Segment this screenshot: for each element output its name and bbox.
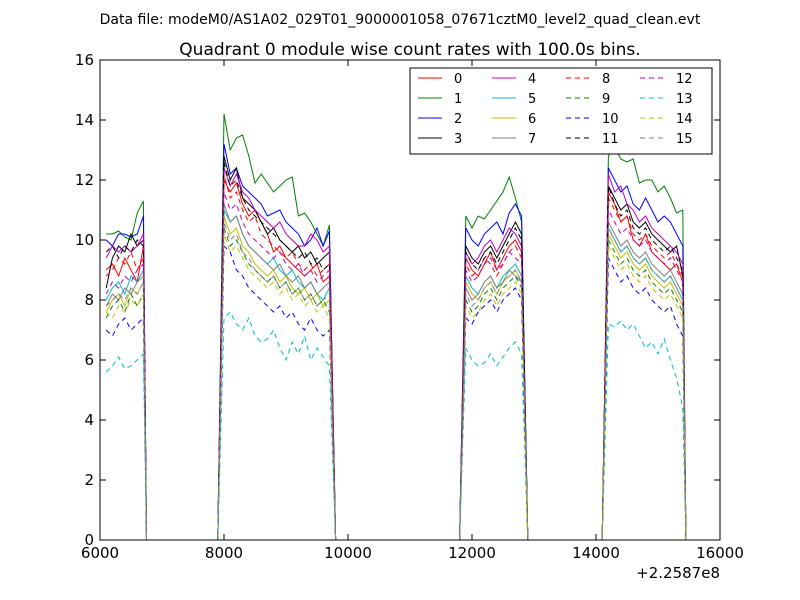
y-tick-label: 10 — [75, 231, 94, 249]
y-tick-label: 6 — [84, 351, 94, 369]
y-tick-label: 0 — [84, 531, 94, 549]
x-tick-label: 16000 — [696, 544, 744, 562]
legend-label-1: 1 — [454, 92, 462, 107]
series-line-14 — [105, 233, 687, 540]
series-line-9 — [105, 227, 687, 540]
legend-label-4: 4 — [528, 72, 536, 87]
legend-label-15: 15 — [676, 132, 693, 147]
series-line-10 — [105, 244, 687, 540]
series-line-7 — [105, 203, 687, 540]
legend-label-11: 11 — [602, 132, 619, 147]
y-tick-label: 4 — [84, 411, 94, 429]
legend-label-9: 9 — [602, 92, 610, 107]
legend-label-0: 0 — [454, 72, 462, 87]
y-tick-label: 16 — [75, 51, 94, 69]
x-tick-label: 8000 — [205, 544, 243, 562]
x-tick-label: 10000 — [324, 544, 372, 562]
series-line-5 — [105, 209, 687, 540]
y-tick-label: 8 — [84, 291, 94, 309]
x-tick-label: 12000 — [448, 544, 496, 562]
legend-label-6: 6 — [528, 112, 536, 127]
y-tick-label: 2 — [84, 471, 94, 489]
axis-layer: 6000 8000 10000 12000 14000 16000024681012141… — [75, 51, 744, 562]
series-line-4 — [105, 167, 687, 540]
x-tick-label: 14000 — [572, 544, 620, 562]
series-line-3 — [105, 155, 687, 540]
series-layer — [105, 113, 687, 540]
legend-label-10: 10 — [602, 112, 619, 127]
legend-label-5: 5 — [528, 92, 536, 107]
series-line-8 — [105, 173, 687, 540]
legend-label-8: 8 — [602, 72, 610, 87]
chart-title: Quadrant 0 module wise count rates with … — [179, 40, 640, 60]
x-offset-label: +2.2587e8 — [636, 564, 720, 582]
x-tick-label: 6000 — [81, 544, 119, 562]
series-line-11 — [105, 161, 687, 540]
series-line-6 — [105, 215, 687, 540]
series-line-15 — [105, 221, 687, 540]
legend-label-3: 3 — [454, 132, 462, 147]
series-line-2 — [105, 143, 687, 540]
series-line-13 — [105, 311, 687, 540]
legend-label-12: 12 — [676, 72, 693, 87]
legend-frame — [409, 67, 713, 155]
legend-label-13: 13 — [676, 92, 693, 107]
legend-label-7: 7 — [528, 132, 536, 147]
legend-label-14: 14 — [676, 112, 693, 127]
series-line-0 — [105, 179, 687, 540]
series-line-1 — [106, 113, 687, 540]
series-line-12 — [105, 191, 687, 540]
legend-label-2: 2 — [454, 112, 462, 127]
y-tick-label: 14 — [75, 111, 94, 129]
suptitle: Data file: modeM0/AS1A02_029T01_90000010… — [100, 12, 701, 28]
y-tick-label: 12 — [75, 171, 94, 189]
